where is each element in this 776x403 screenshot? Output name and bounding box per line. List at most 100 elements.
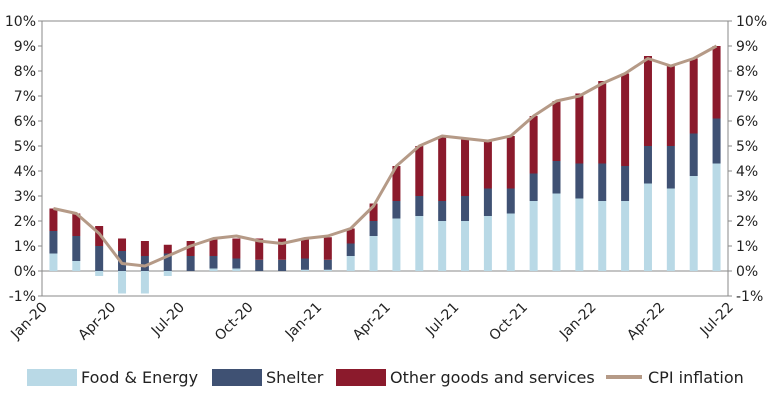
bar-other-goods <box>598 81 607 164</box>
bar-other-goods <box>49 208 58 231</box>
bar-food-energy <box>300 269 309 271</box>
x-axis-ticks: Jan-20 Apr-20 Jul-20 Oct-20 Jan-21 Apr-21 Jul-… <box>7 300 736 345</box>
bar-food-energy <box>689 176 698 271</box>
bar-other-goods <box>300 238 309 259</box>
bar-shelter <box>232 258 241 269</box>
bar-shelter <box>118 251 127 271</box>
plot-border <box>41 20 729 297</box>
bar-other-goods <box>575 93 584 164</box>
right-tick-label: 6% <box>736 114 758 130</box>
right-tick-label: 1% <box>736 239 758 255</box>
left-tick-label: 9% <box>14 39 36 55</box>
x-tick-label: Apr-21 <box>350 300 394 344</box>
bar-shelter <box>598 163 607 201</box>
bar-food-energy <box>643 183 652 271</box>
bar-food-energy <box>118 271 127 294</box>
bar-other-goods <box>255 238 264 260</box>
left-tick-label: 4% <box>14 164 36 180</box>
cpi-line <box>53 44 718 268</box>
bar-other-goods <box>666 66 675 146</box>
right-y-axis-ticks: -1% 0% 1% 2% 3% 4% 5% 6% 7% 8% 9% 10% <box>728 14 767 305</box>
bar-other-goods <box>278 238 287 260</box>
bar-shelter <box>278 259 287 271</box>
bar-other-goods <box>140 241 149 256</box>
bar-food-energy <box>49 253 58 271</box>
bar-shelter <box>483 188 492 216</box>
bar-shelter <box>552 161 561 194</box>
bar-shelter <box>461 196 470 221</box>
legend-item-cpi: CPI inflation <box>606 362 744 392</box>
bar-food-energy <box>483 216 492 271</box>
bar-shelter <box>140 256 149 271</box>
bar-shelter <box>689 133 698 176</box>
x-tick-label: Apr-20 <box>75 300 119 344</box>
bar-food-energy <box>552 193 561 271</box>
legend-label-other-goods: Other goods and services <box>390 367 595 387</box>
bar-food-energy <box>95 271 104 276</box>
plot-frame <box>41 20 729 297</box>
bar-other-goods <box>438 136 447 201</box>
bar-shelter <box>529 173 538 201</box>
right-tick-label: 0% <box>736 264 758 280</box>
bar-food-energy <box>461 221 470 271</box>
x-tick-label: Jan-20 <box>7 300 50 343</box>
bar-food-energy <box>392 218 401 271</box>
bar-other-goods <box>209 238 218 256</box>
bar-other-goods <box>643 56 652 146</box>
right-tick-label: 10% <box>736 14 767 30</box>
bar-food-energy <box>232 268 241 271</box>
stacked-bars <box>49 46 721 294</box>
x-tick-label: Jan-22 <box>556 300 599 343</box>
bar-other-goods <box>461 138 470 196</box>
bar-shelter <box>666 146 675 189</box>
bar-shelter <box>163 253 172 271</box>
bar-other-goods <box>621 73 630 166</box>
x-tick-label: Jul-21 <box>422 300 462 340</box>
left-tick-label: 0% <box>14 264 36 280</box>
legend-label-shelter: Shelter <box>266 367 324 387</box>
bar-other-goods <box>392 166 401 201</box>
left-tick-label: 2% <box>14 214 36 230</box>
bar-shelter <box>575 163 584 199</box>
bar-other-goods <box>72 213 81 236</box>
bar-food-energy <box>369 236 378 271</box>
legend-item-food-energy: Food & Energy <box>27 362 198 392</box>
bar-food-energy <box>72 261 81 271</box>
bar-other-goods <box>323 237 332 260</box>
bar-shelter <box>323 259 332 270</box>
bar-shelter <box>438 201 447 221</box>
bar-shelter <box>643 146 652 184</box>
bar-other-goods <box>346 228 355 244</box>
legend-swatch-cpi <box>606 375 642 379</box>
bar-other-goods <box>186 241 195 256</box>
right-tick-label: 7% <box>736 89 758 105</box>
bar-other-goods <box>529 116 538 174</box>
bar-shelter <box>186 256 195 271</box>
legend: Food & Energy Shelter Other goods and se… <box>0 362 776 392</box>
legend-item-other-goods: Other goods and services <box>336 362 595 392</box>
bar-other-goods <box>95 226 104 246</box>
bar-food-energy <box>575 198 584 271</box>
left-tick-label: 3% <box>14 189 36 205</box>
legend-swatch-shelter <box>212 368 262 386</box>
chart: -1% 0% 1% 2% 3% 4% 5% 6% 7% 8% 9% 10% -1% 0% 1% 2% 3% 4%… <box>5 14 767 345</box>
legend-label-cpi: CPI inflation <box>648 367 744 387</box>
bar-other-goods <box>552 101 561 161</box>
bar-other-goods <box>483 141 492 189</box>
right-tick-label: -1% <box>736 289 763 305</box>
x-tick-label: Oct-21 <box>486 300 531 345</box>
bar-food-energy <box>666 188 675 271</box>
bar-other-goods <box>689 58 698 134</box>
left-tick-label: -1% <box>9 289 36 305</box>
bar-shelter <box>255 259 264 271</box>
bar-food-energy <box>506 213 515 271</box>
bar-shelter <box>300 258 309 270</box>
bar-shelter <box>95 246 104 271</box>
bar-food-energy <box>598 201 607 271</box>
bar-shelter <box>369 221 378 236</box>
bar-shelter <box>209 256 218 269</box>
bar-shelter <box>712 118 721 164</box>
left-tick-label: 10% <box>5 14 36 30</box>
x-tick-label: Jan-21 <box>282 300 325 343</box>
x-tick-label: Jul-22 <box>697 300 737 340</box>
